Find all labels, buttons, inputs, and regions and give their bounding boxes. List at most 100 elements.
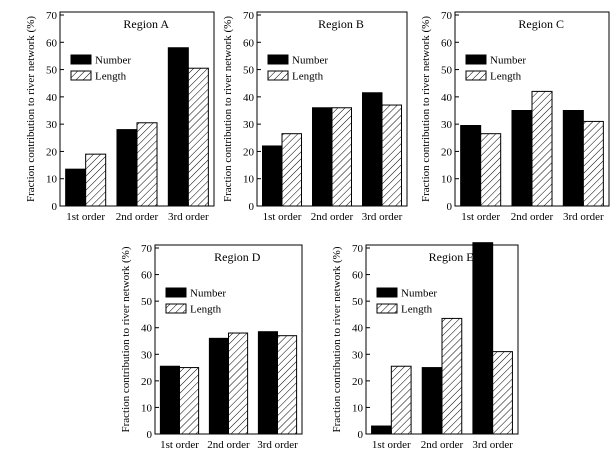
legend-label-length: Length [190, 304, 222, 316]
y-tick-label: 40 [243, 92, 255, 104]
panel-title: Region D [214, 250, 261, 264]
legend-swatch-number [70, 54, 92, 65]
y-tick-label: 10 [441, 174, 453, 186]
y-tick-label: 0 [447, 201, 453, 213]
y-tick-label: 60 [141, 270, 153, 282]
y-tick-label: 30 [243, 119, 255, 131]
legend-label-number: Number [292, 55, 328, 67]
bar-number [371, 425, 392, 435]
y-axis-label: Fraction contribution to river network (… [25, 16, 37, 202]
y-tick-label: 40 [141, 323, 153, 335]
y-tick-label: 20 [243, 146, 255, 158]
bar-number [65, 168, 87, 207]
bar-number [511, 110, 533, 207]
x-category-label: 2nd order [116, 211, 159, 223]
y-tick-label: 40 [352, 323, 364, 335]
chart-panel-1: 0 10 20 30 40 50 60 70 Fraction contribution to … [25, 10, 215, 223]
x-category-label: 2nd order [311, 211, 354, 223]
y-tick-label: 60 [243, 37, 255, 49]
y-tick-label: 0 [249, 201, 255, 213]
legend-label-length: Length [292, 71, 324, 83]
y-tick-label: 10 [243, 174, 255, 186]
y-tick-label: 0 [52, 201, 58, 213]
bar-length [179, 367, 200, 435]
x-category-label: 1st order [66, 211, 105, 223]
legend-label-length: Length [401, 304, 433, 316]
y-tick-label: 50 [46, 65, 58, 77]
y-tick-label: 60 [441, 37, 453, 49]
y-tick-label: 40 [441, 92, 453, 104]
legend-swatch-number [165, 287, 187, 298]
panel-title: Region B [318, 17, 364, 31]
panel-title: Region A [123, 17, 169, 31]
bar-length [277, 335, 298, 435]
x-category-label: 3rd order [472, 439, 513, 451]
y-tick-label: 30 [141, 349, 153, 361]
legend-swatch-length [165, 303, 187, 314]
bar-length [480, 133, 502, 207]
y-tick-label: 30 [352, 349, 364, 361]
y-tick-label: 70 [46, 10, 58, 22]
bar-length [331, 107, 352, 207]
bar-number [562, 110, 584, 207]
bar-length [187, 67, 209, 207]
x-category-label: 3rd order [362, 211, 403, 223]
y-tick-label: 20 [46, 146, 58, 158]
legend-swatch-length [267, 70, 289, 81]
x-category-label: 1st order [160, 439, 199, 451]
legend-swatch-length [465, 70, 487, 81]
y-tick-label: 60 [352, 270, 364, 282]
panel-title: Region E [429, 250, 474, 264]
chart-panel-5: 0 10 20 30 40 50 60 70 Fraction contribution to … [331, 242, 519, 451]
chart-panel-2: 0 10 20 30 40 50 60 70 Fraction contribution to … [222, 10, 408, 223]
x-category-label: 3rd order [257, 439, 298, 451]
panel-title: Region C [518, 17, 564, 31]
y-tick-label: 70 [441, 10, 453, 22]
bar-length [582, 120, 604, 207]
legend-label-number: Number [95, 55, 131, 67]
bar-number [312, 107, 333, 207]
bar-number [362, 92, 383, 207]
x-category-label: 2nd order [511, 211, 554, 223]
bar-number [167, 47, 189, 207]
chart-panel-4: 0 10 20 30 40 50 60 70 Fraction contribution to … [120, 243, 303, 451]
bar-length [136, 122, 158, 207]
bar-number [472, 242, 494, 435]
bar-length [381, 104, 402, 207]
y-tick-label: 70 [243, 10, 255, 22]
y-tick-label: 10 [141, 402, 153, 414]
bar-number [116, 129, 138, 207]
bar-number [159, 365, 180, 435]
x-category-label: 1st order [372, 439, 411, 451]
y-tick-label: 10 [46, 174, 58, 186]
y-tick-label: 60 [46, 37, 58, 49]
y-tick-label: 50 [141, 296, 153, 308]
chart-panel-3: 0 10 20 30 40 50 60 70 Fraction contribution to … [420, 10, 610, 223]
y-tick-label: 10 [352, 402, 364, 414]
legend-label-number: Number [190, 288, 226, 300]
x-category-label: 2nd order [207, 439, 250, 451]
bar-length [228, 332, 249, 435]
y-axis-label: Fraction contribution to river network (… [120, 246, 132, 432]
bar-number [460, 125, 482, 207]
bar-length [492, 351, 513, 435]
bar-length [85, 153, 107, 207]
y-tick-label: 30 [46, 119, 58, 131]
y-axis-label: Fraction contribution to river network (… [222, 16, 234, 202]
bar-length [281, 133, 302, 207]
x-category-label: 1st order [461, 211, 500, 223]
bar-number [208, 337, 229, 435]
y-tick-label: 20 [352, 376, 364, 388]
legend-label-length: Length [490, 71, 522, 83]
legend-swatch-length [70, 70, 92, 81]
legend-swatch-length [376, 303, 398, 314]
x-category-label: 3rd order [563, 211, 604, 223]
y-tick-label: 20 [441, 146, 453, 158]
x-category-label: 1st order [263, 211, 302, 223]
legend-swatch-number [376, 287, 398, 298]
y-tick-label: 20 [141, 376, 153, 388]
x-category-label: 2nd order [421, 439, 464, 451]
legend-label-length: Length [95, 71, 127, 83]
y-tick-label: 0 [358, 429, 364, 441]
